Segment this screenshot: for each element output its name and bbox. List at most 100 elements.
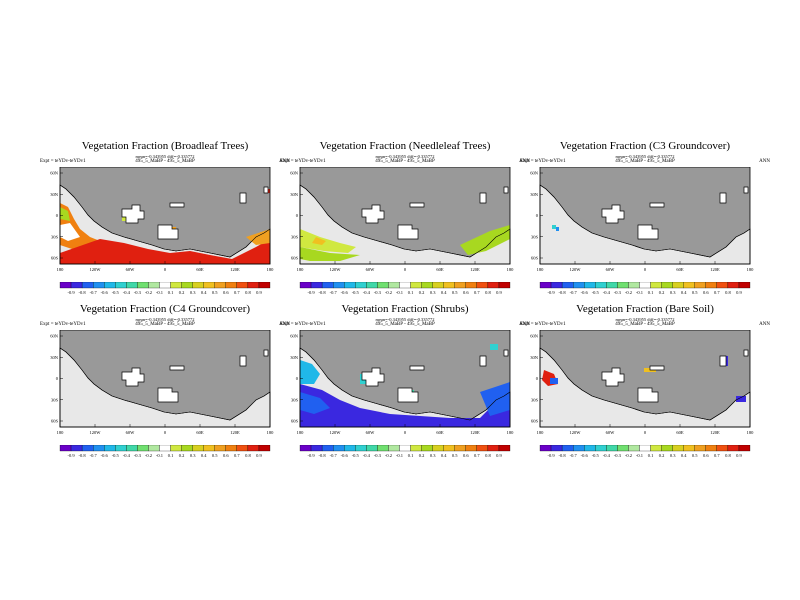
colorbar-label: 0.6 — [703, 290, 709, 295]
data-patch — [300, 384, 510, 427]
colorbar-swatch — [333, 445, 345, 452]
colorbar-swatch — [299, 282, 312, 289]
lon-tick-label: 60E — [196, 430, 204, 435]
colorbar-swatch — [159, 445, 171, 452]
island-outline — [169, 202, 185, 208]
colorbar-swatch — [716, 282, 729, 289]
colorbar-swatch — [366, 445, 378, 452]
colorbar-swatch — [443, 445, 455, 452]
colorbar-label: 0.7 — [234, 453, 240, 458]
colorbar-swatch — [498, 445, 511, 452]
panel-expt: Expt = teYDv-teYDv1 — [520, 159, 566, 164]
colorbar-label: -0.8 — [559, 290, 567, 295]
colorbar-label: -0.7 — [90, 453, 98, 458]
lon-tick-label: 180 — [297, 430, 305, 435]
colorbar-swatch — [465, 282, 477, 289]
data-patch — [60, 239, 270, 264]
panel-title: Vegetation Fraction (Needleleaf Trees) — [319, 140, 491, 152]
colorbar-label: -0.4 — [363, 290, 371, 295]
colorbar-swatch — [595, 282, 607, 289]
lat-tick-label: 60S — [51, 256, 59, 261]
panel-annual: ANN — [759, 322, 770, 327]
island-outline — [121, 367, 145, 387]
data-patch — [300, 247, 360, 261]
colorbar-label: -0.2 — [625, 453, 632, 458]
island-outline — [479, 192, 487, 204]
colorbar-swatch — [81, 445, 94, 452]
colorbar-swatch — [126, 445, 138, 452]
lat-tick-label: 0 — [296, 376, 299, 381]
lon-tick-label: 0 — [164, 430, 167, 435]
coastline — [59, 347, 271, 428]
lat-tick-label: 30S — [291, 234, 299, 239]
lon-tick-label: 120W — [570, 267, 582, 272]
colorbar-label: 0.9 — [496, 290, 502, 295]
colorbar-swatch — [115, 282, 127, 289]
colorbar-swatch — [192, 282, 204, 289]
lon-tick-label: 180 — [507, 430, 515, 435]
colorbar-swatch — [539, 282, 552, 289]
colorbar-swatch — [181, 282, 193, 289]
coastline — [59, 184, 271, 265]
lon-tick-label: 180 — [267, 267, 275, 272]
colorbar-label: -0.5 — [352, 290, 360, 295]
panel-annual: ANN — [279, 322, 290, 327]
colorbar-label: -0.5 — [592, 453, 600, 458]
lon-tick-label: 120E — [230, 430, 240, 435]
lat-tick-label: 0 — [56, 213, 59, 218]
map-area — [299, 167, 511, 265]
island-outline — [263, 186, 269, 194]
colorbar-swatch — [476, 282, 489, 289]
panel-stat: mean=-0.343955 diff=-0.335772 — [135, 317, 195, 322]
colorbar-label: -0.3 — [134, 290, 142, 295]
colorbar-swatch — [606, 282, 618, 289]
island-outline — [157, 224, 179, 240]
data-patch — [480, 382, 510, 416]
colorbar-label: 0.1 — [168, 453, 174, 458]
lon-tick-label: 60W — [606, 267, 616, 272]
lon-tick-label: 120W — [330, 267, 342, 272]
colorbar-label: -0.9 — [67, 290, 75, 295]
coastline — [299, 347, 511, 428]
colorbar-label: -0.9 — [547, 290, 555, 295]
colorbar-swatch — [126, 282, 138, 289]
map-panel-shrubs: Vegetation Fraction (Shrubs) mean=-0.343… — [280, 303, 530, 473]
colorbar-swatch — [672, 282, 684, 289]
colorbar-swatch — [498, 282, 511, 289]
panel-title: Vegetation Fraction (C4 Groundcover) — [79, 303, 251, 315]
colorbar-label: 0.2 — [179, 453, 185, 458]
colorbar-label: -0.5 — [352, 453, 360, 458]
lat-tick-label: 60S — [531, 256, 539, 261]
lon-tick-label: 120E — [710, 267, 720, 272]
map-panel-needleleaf: Vegetation Fraction (Needleleaf Trees) m… — [280, 140, 530, 310]
colorbar-label: 0.7 — [714, 453, 720, 458]
lat-tick-label: 0 — [536, 213, 539, 218]
panel-stat: mean=-0.343955 diff=-0.335772 — [135, 154, 195, 159]
lon-tick-label: 180 — [57, 267, 65, 272]
panel-run: 495_5_MaBP - 495_5_MaBP — [615, 159, 675, 164]
lat-tick-label: 30N — [530, 355, 539, 360]
lon-tick-label: 180 — [537, 430, 545, 435]
map-area — [539, 330, 751, 428]
colorbar-swatch — [661, 445, 673, 452]
colorbar: -0.9 -0.8 -0.7 -0.6 -0.5 -0.4 -0.3 -0.2 -0.1 0.1 0… — [299, 282, 511, 295]
colorbar-label: -0.6 — [101, 453, 109, 458]
island-outline — [263, 349, 269, 357]
colorbar-label: -0.5 — [592, 290, 600, 295]
lon-tick-label: 0 — [164, 267, 167, 272]
lon-tick-label: 60E — [436, 267, 444, 272]
colorbar-label: -0.3 — [374, 290, 382, 295]
data-patch — [60, 207, 70, 221]
colorbar-swatch — [355, 282, 367, 289]
data-patch — [300, 392, 330, 414]
colorbar-swatch — [399, 282, 411, 289]
colorbar-label: 0.5 — [692, 290, 698, 295]
lat-tick-label: 60N — [290, 334, 299, 339]
colorbar-swatch — [476, 445, 489, 452]
colorbar: -0.9 -0.8 -0.7 -0.6 -0.5 -0.4 -0.3 -0.2 -0.1 0.1 0… — [59, 282, 271, 295]
colorbar-label: -0.8 — [319, 453, 327, 458]
map-panel-broadleaf: Vegetation Fraction (Broadleaf Trees) me… — [40, 140, 290, 310]
data-patch — [736, 396, 746, 402]
island-outline — [601, 367, 625, 387]
colorbar-swatch — [333, 282, 345, 289]
